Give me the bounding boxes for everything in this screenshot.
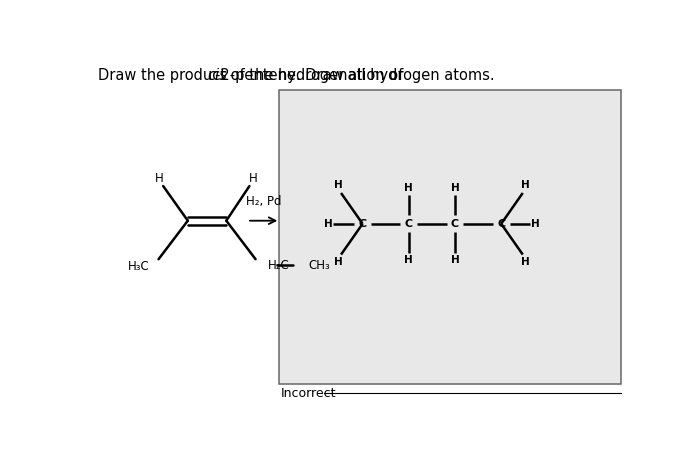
Text: H: H xyxy=(405,255,413,265)
Text: C: C xyxy=(451,219,459,229)
Text: H: H xyxy=(451,183,459,192)
Text: H₃C: H₃C xyxy=(127,260,149,274)
Text: H: H xyxy=(155,172,164,185)
Text: H: H xyxy=(522,257,530,267)
Text: C: C xyxy=(358,219,367,229)
Text: H: H xyxy=(405,183,413,192)
Text: H: H xyxy=(451,255,459,265)
Text: H₂C: H₂C xyxy=(268,259,290,272)
Bar xyxy=(279,90,621,384)
Text: -2-pentene. Draw all hydrogen atoms.: -2-pentene. Draw all hydrogen atoms. xyxy=(215,68,495,83)
Text: H: H xyxy=(334,180,342,190)
Text: H: H xyxy=(249,172,258,185)
Text: H₂, Pd: H₂, Pd xyxy=(246,195,281,208)
Text: C: C xyxy=(497,219,505,229)
Text: cis: cis xyxy=(207,68,227,83)
Text: H: H xyxy=(531,219,540,229)
Text: C: C xyxy=(405,219,413,229)
Text: CH₃: CH₃ xyxy=(308,259,330,272)
Text: H: H xyxy=(334,257,342,267)
Text: Incorrect: Incorrect xyxy=(281,387,336,399)
Text: H: H xyxy=(522,180,530,190)
Text: Draw the product of the hydrogenation of: Draw the product of the hydrogenation of xyxy=(99,68,408,83)
Text: H: H xyxy=(324,219,333,229)
